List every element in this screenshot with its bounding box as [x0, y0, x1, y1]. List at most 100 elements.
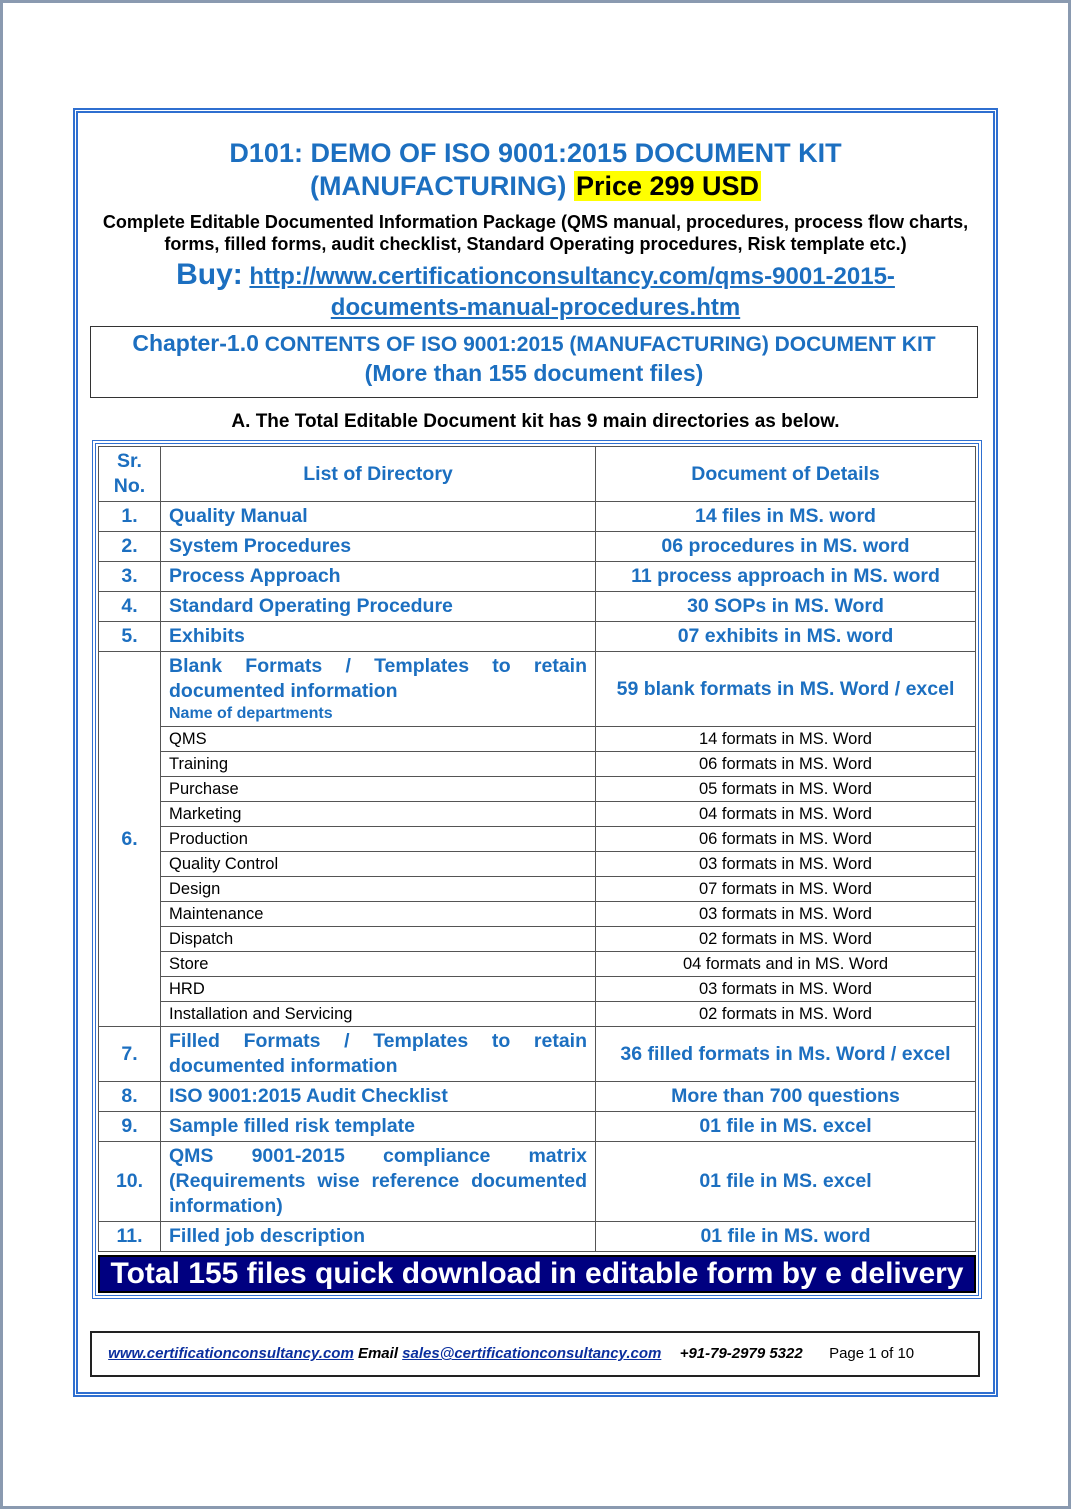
email-link[interactable]: sales@certificationconsultancy.com — [402, 1345, 662, 1362]
serial-cell: 11. — [98, 1221, 161, 1252]
footer: www.certificationconsultancy.com Email s… — [90, 1331, 980, 1377]
section-heading: A. The Total Editable Document kit has 9… — [231, 411, 840, 432]
directory-cell: Process Approach — [160, 561, 596, 592]
details-cell: 14 files in MS. word — [595, 501, 976, 532]
department-row: HRD 03 formats in MS. Word — [99, 976, 976, 1002]
details-cell: 01 file in MS. excel — [595, 1111, 976, 1142]
serial-cell: 5. — [98, 621, 161, 652]
directory-name: Exhibits — [169, 625, 245, 647]
table-row: 3. Process Approach 11 process approach in… — [98, 561, 976, 592]
chapter-label: Chapter-1.0 — [132, 330, 259, 356]
details-cell: 01 file in MS. word — [595, 1221, 976, 1252]
directory-table: Sr. No. List of Directory Document of De… — [98, 446, 976, 1252]
title-line: (MANUFACTURING) — [309, 171, 567, 201]
directory-name: ISO 9001:2015 Audit Checklist — [169, 1085, 448, 1107]
department-name: Design — [160, 876, 596, 902]
subheading: Name of departments — [169, 705, 333, 722]
directory-name: Filled Formats / Templates to retain doc… — [169, 1030, 587, 1077]
page-number: Page 1 of 10 — [829, 1345, 915, 1362]
department-row: QMS 14 formats in MS. Word — [99, 726, 976, 752]
table-row: 7. Filled Formats / Templates to retain d… — [98, 1026, 976, 1082]
department-row: Production 06 formats in MS. Word — [99, 826, 976, 852]
department-details: 03 formats in MS. Word — [595, 851, 976, 877]
department-details: 04 formats and in MS. Word — [595, 951, 976, 977]
department-name: QMS — [160, 726, 596, 752]
department-name: Marketing — [160, 801, 596, 827]
department-name: Production — [160, 826, 596, 852]
table-row: 5. Exhibits 07 exhibits in MS. word — [98, 621, 976, 652]
serial-cell: 9. — [98, 1111, 161, 1142]
department-details: 14 formats in MS. Word — [595, 726, 976, 752]
table-row: 6. Blank Formats / Templates to retain do… — [98, 651, 976, 1027]
directory-name: Filled job description — [169, 1225, 366, 1247]
directory-cell: Quality Manual — [160, 501, 596, 532]
details-cell: 11 process approach in MS. word — [595, 561, 976, 592]
buy-label: Buy: — [176, 258, 243, 291]
department-details: 04 formats in MS. Word — [595, 801, 976, 827]
department-details: 02 formats in MS. Word — [595, 926, 976, 952]
department-row: Marketing 04 formats in MS. Word — [99, 801, 976, 827]
department-name: Installation and Servicing — [160, 1001, 596, 1027]
directory-cell: Filled job description — [160, 1221, 596, 1252]
directory-cell: Exhibits — [160, 621, 596, 652]
department-row: Installation and Servicing 02 formats in … — [99, 1001, 976, 1027]
directory-name: QMS 9001-2015 compliance matrix (Require… — [169, 1145, 587, 1217]
department-name: Purchase — [160, 776, 596, 802]
website-link[interactable]: www.certificationconsultancy.com — [108, 1345, 354, 1362]
department-details: 05 formats in MS. Word — [595, 776, 976, 802]
details-cell: 30 SOPs in MS. Word — [595, 591, 976, 622]
serial-cell: 10. — [98, 1141, 161, 1222]
directory-cell: Standard Operating Procedure — [160, 591, 596, 622]
serial-cell: 4. — [98, 591, 161, 622]
table-row: 8. ISO 9001:2015 Audit Checklist More than… — [98, 1081, 976, 1112]
table-body: 1. Quality Manual 14 files in MS. word 2. Sy… — [98, 501, 976, 1252]
serial-cell: 7. — [98, 1026, 161, 1082]
buy-link[interactable]: http://www.certificationconsultancy.com/… — [249, 263, 895, 321]
serial-cell: 1. — [98, 501, 161, 532]
table-frame: Sr. No. List of Directory Document of De… — [92, 440, 982, 1299]
department-row: Purchase 05 formats in MS. Word — [99, 776, 976, 802]
department-name: Maintenance — [160, 901, 596, 927]
table-row: 9. Sample filled risk template 01 file in … — [98, 1111, 976, 1142]
serial-cell: 8. — [98, 1081, 161, 1112]
table-row: 11. Filled job description 01 file in MS. … — [98, 1221, 976, 1252]
directory-cell: ISO 9001:2015 Audit Checklist — [160, 1081, 596, 1112]
directory-name: Quality Manual — [169, 505, 308, 527]
details-cell: 06 procedures in MS. word — [595, 531, 976, 562]
title: D101: DEMO OF ISO 9001:2015 DOCUMENT KIT… — [78, 137, 993, 203]
details-cell: 07 exhibits in MS. word — [595, 621, 976, 652]
serial-cell: 3. — [98, 561, 161, 592]
details-cell: 36 filled formats in Ms. Word / excel — [595, 1026, 976, 1082]
table-row: 4. Standard Operating Procedure 30 SOPs in… — [98, 591, 976, 622]
document: D101: DEMO OF ISO 9001:2015 DOCUMENT KIT… — [73, 108, 998, 1397]
department-details: 03 formats in MS. Word — [595, 901, 976, 927]
department-details: 06 formats in MS. Word — [595, 826, 976, 852]
department-details: 03 formats in MS. Word — [595, 976, 976, 1002]
department-name: Store — [160, 951, 596, 977]
table-row: 2. System Procedures 06 procedures in MS. … — [98, 531, 976, 562]
serial-cell: 2. — [98, 531, 161, 562]
department-details: 02 formats in MS. Word — [595, 1001, 976, 1027]
chapter-box: Chapter-1.0 CONTENTS OF ISO 9001:2015 (M… — [90, 326, 978, 398]
directory-name: System Procedures — [169, 535, 352, 557]
details-cell: 01 file in MS. excel — [595, 1141, 976, 1222]
department-name: Dispatch — [160, 926, 596, 952]
chapter-subtitle: (More than 155 document files) — [364, 360, 704, 386]
details-cell: More than 700 questions — [595, 1081, 976, 1112]
directory-cell: Sample filled risk template — [160, 1111, 596, 1142]
details-cell: 59 blank formats in MS. Word / excel — [595, 651, 976, 727]
directory-cell: QMS 9001-2015 compliance matrix (Require… — [160, 1141, 596, 1222]
department-name: HRD — [160, 976, 596, 1002]
directory-cell: System Procedures — [160, 531, 596, 562]
price: Price 299 USD — [573, 171, 762, 201]
table-row: 10. QMS 9001-2015 compliance matrix (Requ… — [98, 1141, 976, 1222]
header-cell: Sr. No. — [98, 446, 161, 502]
directory-name: Process Approach — [169, 565, 341, 587]
directory-name: Standard Operating Procedure — [169, 595, 453, 617]
total-banner: Total 155 files quick download in editab… — [98, 1255, 976, 1293]
department-row: Quality Control 03 formats in MS. Word — [99, 851, 976, 877]
department-row: Training 06 formats in MS. Word — [99, 751, 976, 777]
directory-name: Blank Formats / Templates to retain docu… — [169, 655, 587, 702]
department-details: 07 formats in MS. Word — [595, 876, 976, 902]
